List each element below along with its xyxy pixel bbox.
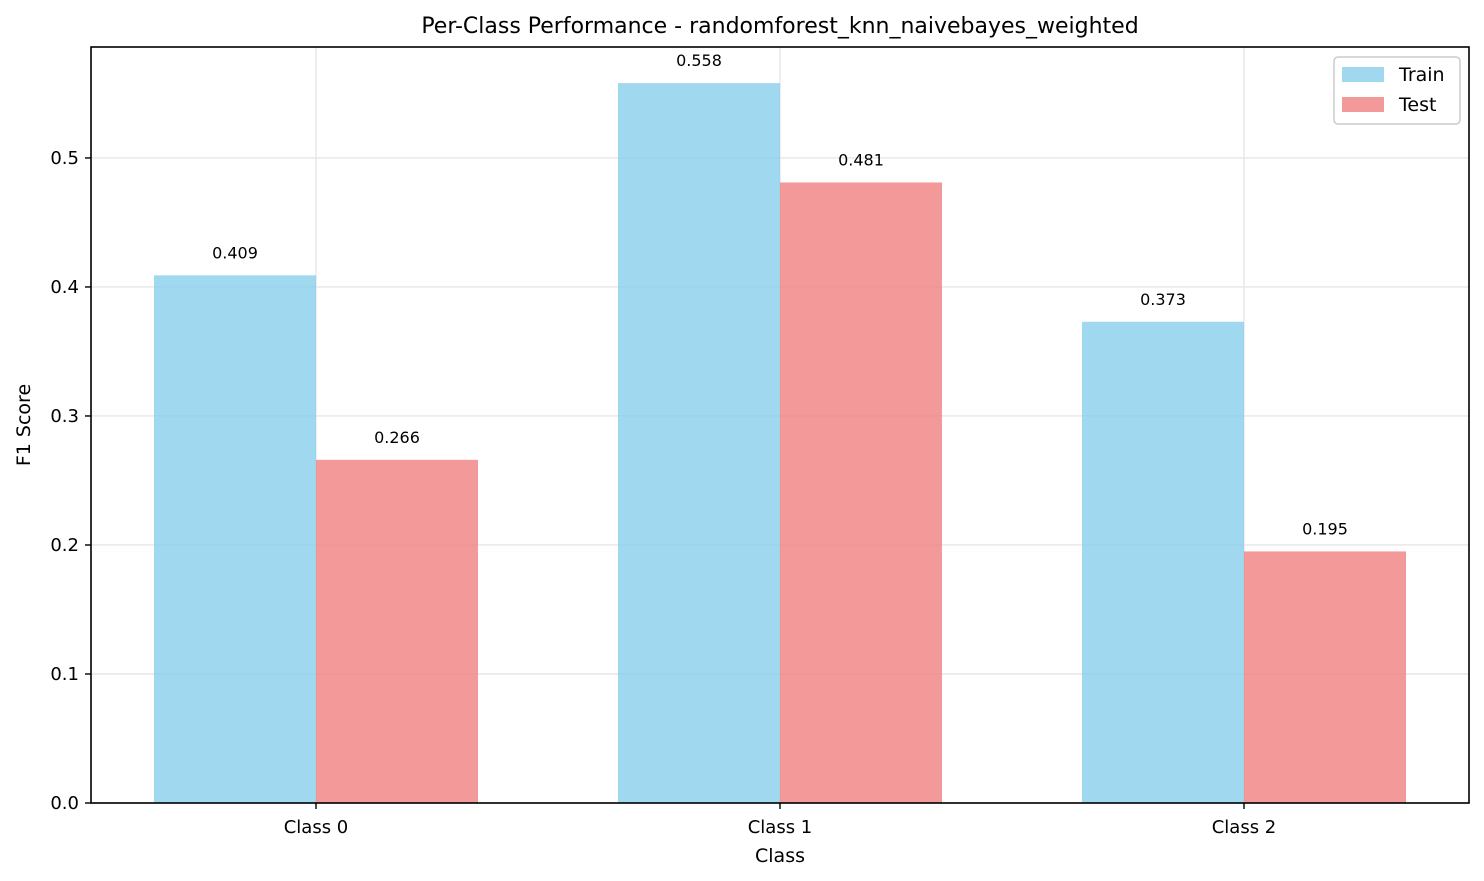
y-tick-label: 0.3 (50, 406, 79, 427)
data-label-train-0: 0.409 (212, 243, 258, 262)
x-tick-label: Class 0 (284, 817, 349, 838)
y-tick-label: 0.5 (50, 148, 79, 169)
bar-test-2 (1244, 551, 1406, 803)
x-tick-label: Class 1 (748, 817, 813, 838)
legend: Train Test (1333, 56, 1461, 125)
y-axis-label: F1 Score (13, 384, 35, 466)
data-labels: 0.409 0.558 0.373 0.266 0.481 0.195 (212, 51, 1348, 538)
legend-label-train: Train (1398, 64, 1445, 86)
y-tick-label: 0.4 (50, 277, 79, 298)
bar-train-2 (1082, 321, 1244, 803)
bar-train-0 (154, 275, 316, 803)
bar-test-0 (316, 459, 478, 803)
legend-label-test: Test (1398, 94, 1436, 116)
legend-swatch-train (1342, 67, 1384, 82)
data-label-train-1: 0.558 (676, 51, 722, 70)
x-tick-label: Class 2 (1212, 817, 1277, 838)
y-axis-ticks: 0.0 0.1 0.2 0.3 0.4 0.5 (50, 148, 91, 814)
x-axis-ticks: Class 0 Class 1 Class 2 (284, 803, 1277, 838)
bar-test-1 (780, 182, 942, 803)
x-axis-label: Class (755, 845, 805, 867)
chart-title: Per-Class Performance - randomforest_knn… (421, 14, 1138, 39)
y-tick-label: 0.0 (50, 793, 79, 814)
data-label-test-1: 0.481 (838, 150, 884, 169)
bars (154, 83, 1406, 803)
y-tick-label: 0.1 (50, 664, 79, 685)
data-label-test-2: 0.195 (1302, 519, 1348, 538)
data-label-train-2: 0.373 (1140, 290, 1186, 309)
y-tick-label: 0.2 (50, 535, 79, 556)
legend-swatch-test (1342, 97, 1384, 112)
data-label-test-0: 0.266 (374, 428, 420, 447)
bar-train-1 (618, 83, 780, 803)
